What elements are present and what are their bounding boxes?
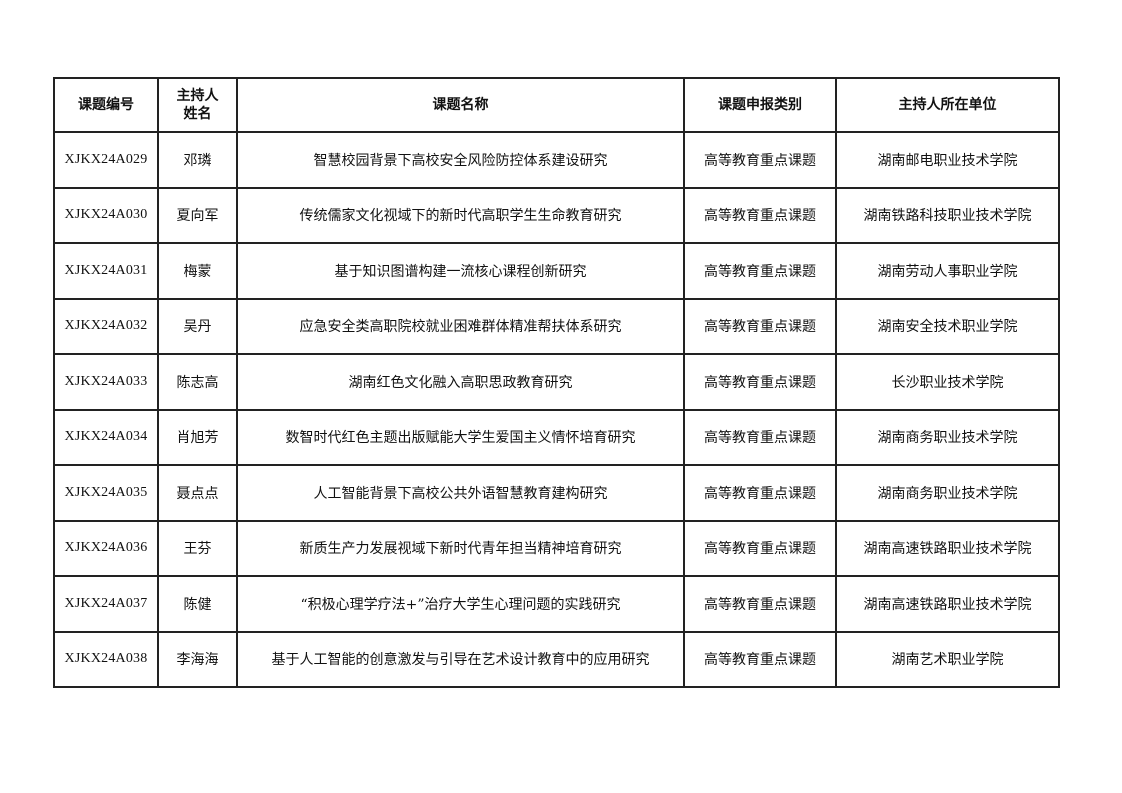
cell-host: 吴丹 xyxy=(157,297,238,355)
cell-code: XJKX24A033 xyxy=(53,353,159,411)
cell-unit: 湖南高速铁路职业技术学院 xyxy=(835,519,1060,577)
cell-code: XJKX24A031 xyxy=(53,242,159,300)
header-unit: 主持人所在单位 xyxy=(835,77,1060,133)
cell-category: 高等教育重点课题 xyxy=(683,242,837,300)
table-row: XJKX24A038 李海海 基于人工智能的创意激发与引导在艺术设计教育中的应用研究… xyxy=(53,630,1060,688)
cell-title: 传统儒家文化视域下的新时代高职学生生命教育研究 xyxy=(236,186,685,244)
cell-category: 高等教育重点课题 xyxy=(683,464,837,522)
header-category: 课题申报类别 xyxy=(683,77,837,133)
cell-code: XJKX24A032 xyxy=(53,297,159,355)
cell-category: 高等教育重点课题 xyxy=(683,630,837,688)
cell-host: 王芬 xyxy=(157,519,238,577)
table-row: XJKX24A029 邓璘 智慧校园背景下高校安全风险防控体系建设研究 高等教育重点课… xyxy=(53,131,1060,189)
cell-title: 数智时代红色主题出版赋能大学生爱国主义情怀培育研究 xyxy=(236,408,685,466)
cell-category: 高等教育重点课题 xyxy=(683,297,837,355)
cell-title: 新质生产力发展视域下新时代青年担当精神培育研究 xyxy=(236,519,685,577)
header-row: 课题编号 主持人姓名 课题名称 课题申报类别 主持人所在单位 xyxy=(53,77,1060,133)
cell-code: XJKX24A036 xyxy=(53,519,159,577)
cell-title: 人工智能背景下高校公共外语智慧教育建构研究 xyxy=(236,464,685,522)
project-table: 课题编号 主持人姓名 课题名称 课题申报类别 主持人所在单位 XJKX24A02… xyxy=(53,77,1060,688)
header-code: 课题编号 xyxy=(53,77,159,133)
cell-host: 李海海 xyxy=(157,630,238,688)
cell-unit: 湖南商务职业技术学院 xyxy=(835,464,1060,522)
table-row: XJKX24A036 王芬 新质生产力发展视域下新时代青年担当精神培育研究 高等教育重… xyxy=(53,519,1060,577)
cell-code: XJKX24A035 xyxy=(53,464,159,522)
cell-unit: 湖南邮电职业技术学院 xyxy=(835,131,1060,189)
cell-category: 高等教育重点课题 xyxy=(683,575,837,633)
cell-unit: 湖南商务职业技术学院 xyxy=(835,408,1060,466)
header-host-line1: 主持人 xyxy=(176,88,219,104)
cell-unit: 湖南铁路科技职业技术学院 xyxy=(835,186,1060,244)
header-host-line2: 姓名 xyxy=(183,106,212,122)
table-row: XJKX24A030 夏向军 传统儒家文化视域下的新时代高职学生生命教育研究 高等教育… xyxy=(53,186,1060,244)
cell-code: XJKX24A034 xyxy=(53,408,159,466)
cell-host: 陈健 xyxy=(157,575,238,633)
table-row: XJKX24A032 吴丹 应急安全类高职院校就业困难群体精准帮扶体系研究 高等教育重… xyxy=(53,297,1060,355)
table-row: XJKX24A031 梅蒙 基于知识图谱构建一流核心课程创新研究 高等教育重点课题 湖南… xyxy=(53,242,1060,300)
cell-category: 高等教育重点课题 xyxy=(683,408,837,466)
cell-host: 梅蒙 xyxy=(157,242,238,300)
cell-title: 基于人工智能的创意激发与引导在艺术设计教育中的应用研究 xyxy=(236,630,685,688)
table-row: XJKX24A035 聂点点 人工智能背景下高校公共外语智慧教育建构研究 高等教育重点… xyxy=(53,464,1060,522)
cell-code: XJKX24A030 xyxy=(53,186,159,244)
table-row: XJKX24A033 陈志高 湖南红色文化融入高职思政教育研究 高等教育重点课题 长沙职… xyxy=(53,353,1060,411)
header-host: 主持人 姓名 xyxy=(157,77,238,133)
cell-host: 陈志高 xyxy=(157,353,238,411)
cell-category: 高等教育重点课题 xyxy=(683,353,837,411)
cell-title: 湖南红色文化融入高职思政教育研究 xyxy=(236,353,685,411)
cell-host: 邓璘 xyxy=(157,131,238,189)
cell-title: 应急安全类高职院校就业困难群体精准帮扶体系研究 xyxy=(236,297,685,355)
cell-unit: 湖南艺术职业学院 xyxy=(835,630,1060,688)
cell-title: 基于知识图谱构建一流核心课程创新研究 xyxy=(236,242,685,300)
cell-host: 肖旭芳 xyxy=(157,408,238,466)
cell-category: 高等教育重点课题 xyxy=(683,131,837,189)
cell-unit: 长沙职业技术学院 xyxy=(835,353,1060,411)
cell-code: XJKX24A029 xyxy=(53,131,159,189)
cell-unit: 湖南高速铁路职业技术学院 xyxy=(835,575,1060,633)
cell-category: 高等教育重点课题 xyxy=(683,186,837,244)
table-row: XJKX24A037 陈健 “积极心理学疗法+”治疗大学生心理问题的实践研究 高等教育… xyxy=(53,575,1060,633)
cell-code: XJKX24A038 xyxy=(53,630,159,688)
cell-unit: 湖南安全技术职业学院 xyxy=(835,297,1060,355)
cell-code: XJKX24A037 xyxy=(53,575,159,633)
header-title: 课题名称 xyxy=(236,77,685,133)
cell-host: 夏向军 xyxy=(157,186,238,244)
cell-title: “积极心理学疗法+”治疗大学生心理问题的实践研究 xyxy=(236,575,685,633)
cell-unit: 湖南劳动人事职业学院 xyxy=(835,242,1060,300)
cell-category: 高等教育重点课题 xyxy=(683,519,837,577)
table-row: XJKX24A034 肖旭芳 数智时代红色主题出版赋能大学生爱国主义情怀培育研究 高等… xyxy=(53,408,1060,466)
cell-host: 聂点点 xyxy=(157,464,238,522)
cell-title: 智慧校园背景下高校安全风险防控体系建设研究 xyxy=(236,131,685,189)
